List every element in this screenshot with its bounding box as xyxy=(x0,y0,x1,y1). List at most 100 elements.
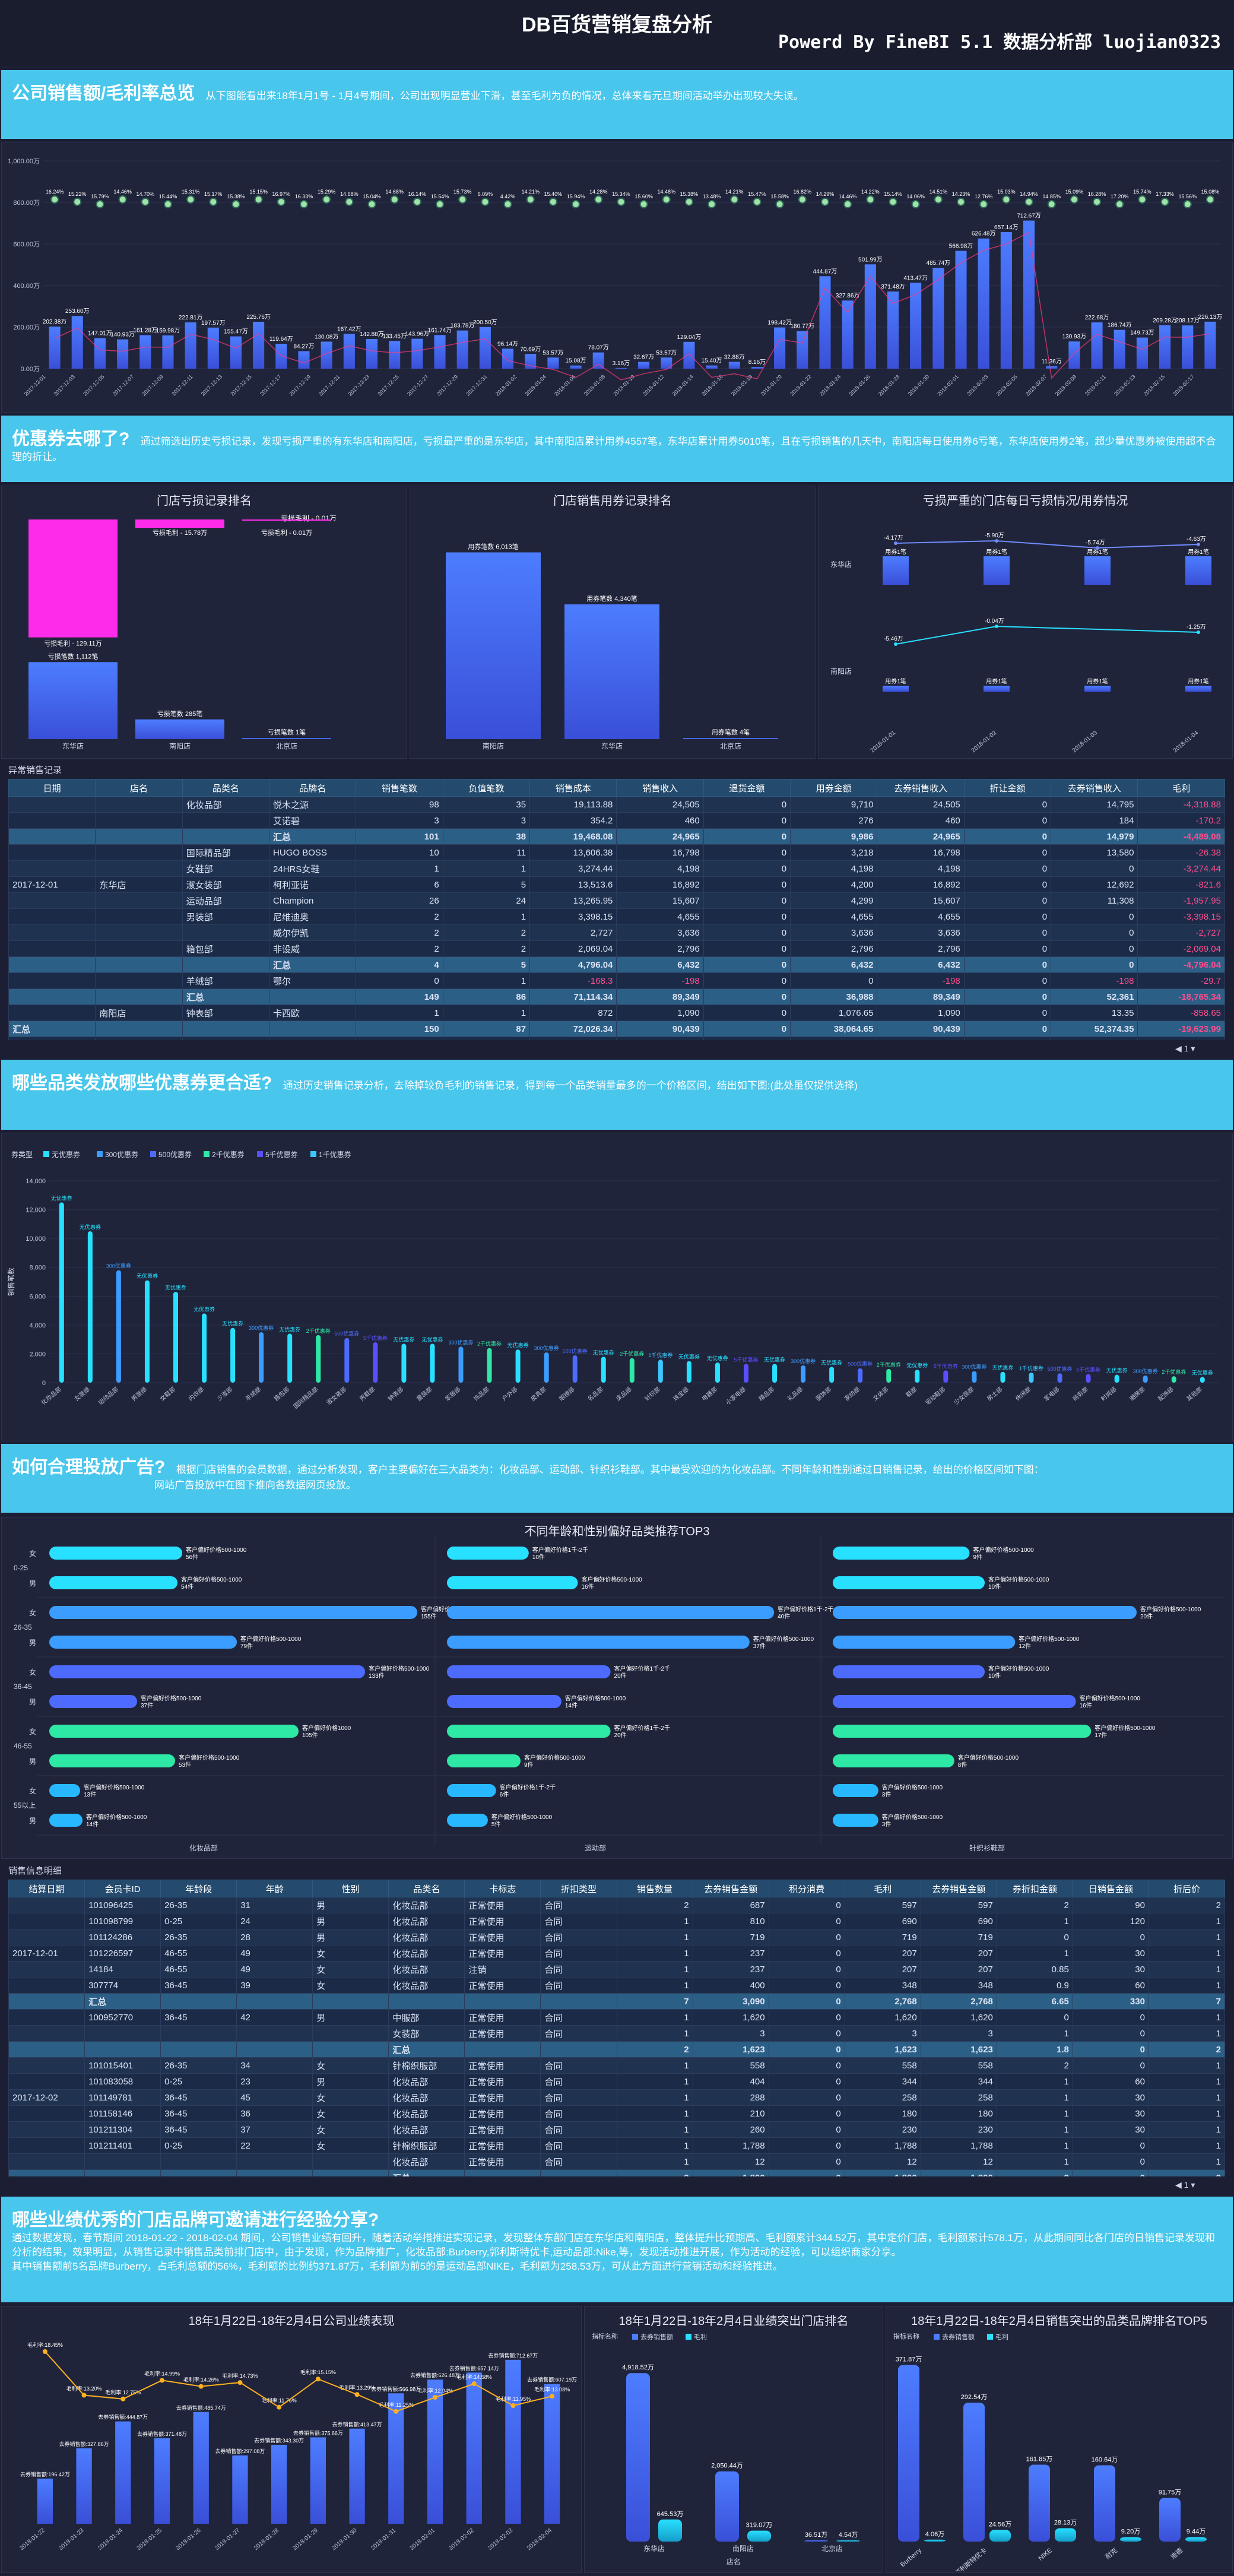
brand-sales-label: 160.64万 xyxy=(1092,2456,1118,2463)
table1-container[interactable]: 日期 店名 品类名 品牌名 销售笔数 负值笔数 销售成本 销售收入 退货金额 用券金额 去券销售收入… xyxy=(8,779,1225,1040)
table-header-cell[interactable]: 积分消费 xyxy=(768,1880,845,1897)
table-header-cell[interactable]: 销售笔数 xyxy=(356,779,443,797)
table-header-cell[interactable]: 毛利 xyxy=(1137,779,1225,797)
table-header-cell[interactable]: 年龄 xyxy=(236,1880,313,1897)
table-cell: 1,620 xyxy=(692,2009,769,2026)
trend-margin-label: 毛利率:12.75% xyxy=(105,2389,141,2396)
age-group-label: 0-25 xyxy=(14,1564,28,1572)
margin-label: 14.46% xyxy=(839,194,857,199)
table-header-cell[interactable]: 毛利 xyxy=(844,1880,921,1897)
store-profit-bar xyxy=(658,2519,682,2542)
table-header-cell[interactable]: 年龄段 xyxy=(160,1880,237,1897)
table-header-cell[interactable]: 性别 xyxy=(312,1880,389,1897)
coupon-bar xyxy=(564,604,659,739)
table-cell: 89,349 xyxy=(877,988,965,1005)
margin-label: 14.22% xyxy=(861,189,880,195)
table-header-cell[interactable]: 去券销售收入 xyxy=(877,779,965,797)
pref-count-label: 6件 xyxy=(500,1791,509,1798)
table-cell: 1 xyxy=(616,2137,693,2154)
table-cell xyxy=(95,828,183,845)
table-cell: 0 xyxy=(963,908,1052,925)
table2-container[interactable]: 结算日期 会员卡ID 年龄段 年龄 性别 品类名 卡标志 折扣类型 销售数量 去券销售金额 积分消费… xyxy=(8,1880,1225,2176)
pref-price-label: 客户偏好价格1千-2千 xyxy=(532,1546,588,1554)
sales-bar-label: 119.64万 xyxy=(269,336,293,343)
sales-bar xyxy=(797,331,808,369)
pager2-prev-icon[interactable]: ◀ xyxy=(1175,2180,1182,2190)
pager-dropdown-icon[interactable]: ▾ xyxy=(1191,1044,1195,1053)
table-cell xyxy=(8,1977,85,1994)
margin-point xyxy=(436,200,445,208)
table-cell: 6,432 xyxy=(877,956,965,973)
table-cell: HUGO BOSS xyxy=(269,844,357,861)
pref-count-label: 10件 xyxy=(988,1583,1001,1590)
pref-bar xyxy=(447,1547,529,1560)
table-cell: 1 xyxy=(442,908,531,925)
category-bar-label: 300优惠券 xyxy=(448,1339,473,1345)
table2-pager[interactable]: ◀ 1 ▾ xyxy=(1175,2180,1195,2190)
margin-point xyxy=(775,200,784,208)
table-row: 化妆品部 正常使用 合同 1 12 0 12 12 1 0 1 xyxy=(8,2153,1225,2170)
table-header-cell[interactable]: 结算日期 xyxy=(8,1880,85,1897)
sales-bar xyxy=(615,367,627,369)
table1-pager[interactable]: ◀ 1 ▾ xyxy=(1175,1044,1195,1054)
table-header-cell[interactable]: 店名 xyxy=(95,779,183,797)
pager2-dropdown-icon[interactable]: ▾ xyxy=(1191,2180,1195,2190)
category-bar-label: 1千优惠券 xyxy=(1019,1365,1043,1371)
sales-bar-label: 155.47万 xyxy=(224,329,248,335)
sales-bar-label: 208.17万 xyxy=(1175,318,1200,324)
table-cell: 100952770 xyxy=(84,2009,161,2026)
table-cell: 1 xyxy=(616,2025,693,2042)
table-header-cell[interactable]: 去券销售金额 xyxy=(692,1880,769,1897)
table-header-cell[interactable]: 会员卡ID xyxy=(84,1880,161,1897)
table-row: 艾诺碧 3 3 354.2 460 0 276 460 0 184 -170.2 xyxy=(8,812,1225,829)
table-header-cell[interactable]: 日销售金额 xyxy=(1072,1880,1149,1897)
table-cell: 276 xyxy=(790,812,878,829)
table-header-cell[interactable]: 折扣类型 xyxy=(540,1880,617,1897)
table-header-cell[interactable]: 品类名 xyxy=(182,779,270,797)
table-header-cell[interactable]: 去券销售金额 xyxy=(920,1880,997,1897)
table-cell: 1 xyxy=(1148,2137,1225,2154)
table-cell: 正常使用 xyxy=(464,1929,541,1946)
legend-title: 指标名称 xyxy=(893,2332,919,2340)
sales-bar xyxy=(547,357,559,369)
table-header-cell[interactable]: 销售数量 xyxy=(616,1880,693,1897)
table-cell: 14184 xyxy=(84,1961,161,1978)
table-cell: 719 xyxy=(920,1929,997,1946)
table-header-cell[interactable]: 折让金额 xyxy=(963,779,1052,797)
pager-prev-icon[interactable]: ◀ xyxy=(1175,1044,1182,1053)
sales-bar-label: 161.74万 xyxy=(428,327,452,334)
trend-sales-label: 去券销售额:413.47万 xyxy=(332,2421,382,2428)
table-header-cell[interactable]: 用券金额 xyxy=(790,779,878,797)
legend-swatch xyxy=(43,1151,49,1157)
table-header-cell[interactable]: 去券销售收入 xyxy=(1051,779,1138,797)
table-header-cell[interactable]: 卡标志 xyxy=(464,1880,541,1897)
pref-count-label: 10件 xyxy=(988,1672,1001,1680)
table-cell: 11,308 xyxy=(1051,892,1138,909)
table-header-cell[interactable]: 负值笔数 xyxy=(442,779,531,797)
table-header-cell[interactable]: 销售成本 xyxy=(529,779,617,797)
pref-bar xyxy=(447,1814,488,1827)
table-header-cell[interactable]: 品类名 xyxy=(388,1880,465,1897)
table-header-cell[interactable]: 品牌名 xyxy=(269,779,357,797)
table-header-cell[interactable]: 日期 xyxy=(8,779,96,797)
table-header-cell[interactable]: 折后价 xyxy=(1148,1880,1225,1897)
table-header-cell[interactable]: 退货金额 xyxy=(703,779,791,797)
category-bar-label: 无优惠券 xyxy=(279,1326,300,1332)
daily-bottom-label: -1.25万 xyxy=(1187,624,1206,630)
margin-point xyxy=(481,198,490,206)
table-cell: 0 xyxy=(703,1005,791,1021)
margin-point xyxy=(50,195,59,204)
table-cell: 12 xyxy=(920,2153,997,2170)
sales-bar xyxy=(253,321,265,369)
y-tick-label: 800.00万 xyxy=(13,199,40,207)
table-cell: 30 xyxy=(1072,1961,1149,1978)
table-header-cell[interactable]: 券折扣金额 xyxy=(996,1880,1073,1897)
table-cell: 230 xyxy=(920,2121,997,2138)
trend-sales-label: 去券销售额:327.86万 xyxy=(59,2441,109,2447)
category-bar-label: 无优惠券 xyxy=(193,1306,215,1312)
pref-count-label: 20件 xyxy=(1140,1613,1153,1620)
table-cell: 0 xyxy=(703,812,791,829)
table-cell: 化妆品部 xyxy=(388,2153,465,2170)
table-header-cell[interactable]: 销售收入 xyxy=(616,779,704,797)
table-cell: 女 xyxy=(312,1945,389,1962)
